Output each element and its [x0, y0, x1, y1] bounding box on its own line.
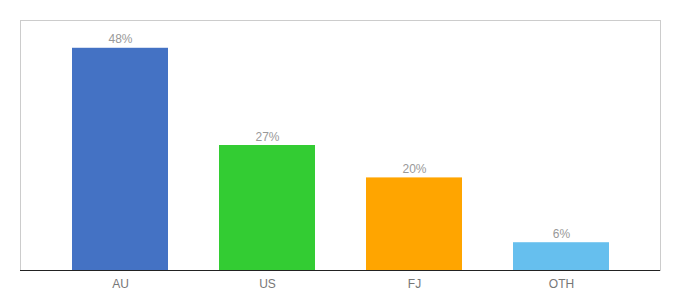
svg-text:US: US — [259, 277, 276, 291]
svg-text:AU: AU — [112, 277, 129, 291]
svg-text:20%: 20% — [402, 162, 426, 176]
svg-text:FJ: FJ — [408, 277, 421, 291]
svg-text:48%: 48% — [108, 32, 132, 46]
svg-text:OTH: OTH — [549, 277, 574, 291]
svg-text:6%: 6% — [553, 227, 571, 241]
svg-text:27%: 27% — [255, 130, 279, 144]
